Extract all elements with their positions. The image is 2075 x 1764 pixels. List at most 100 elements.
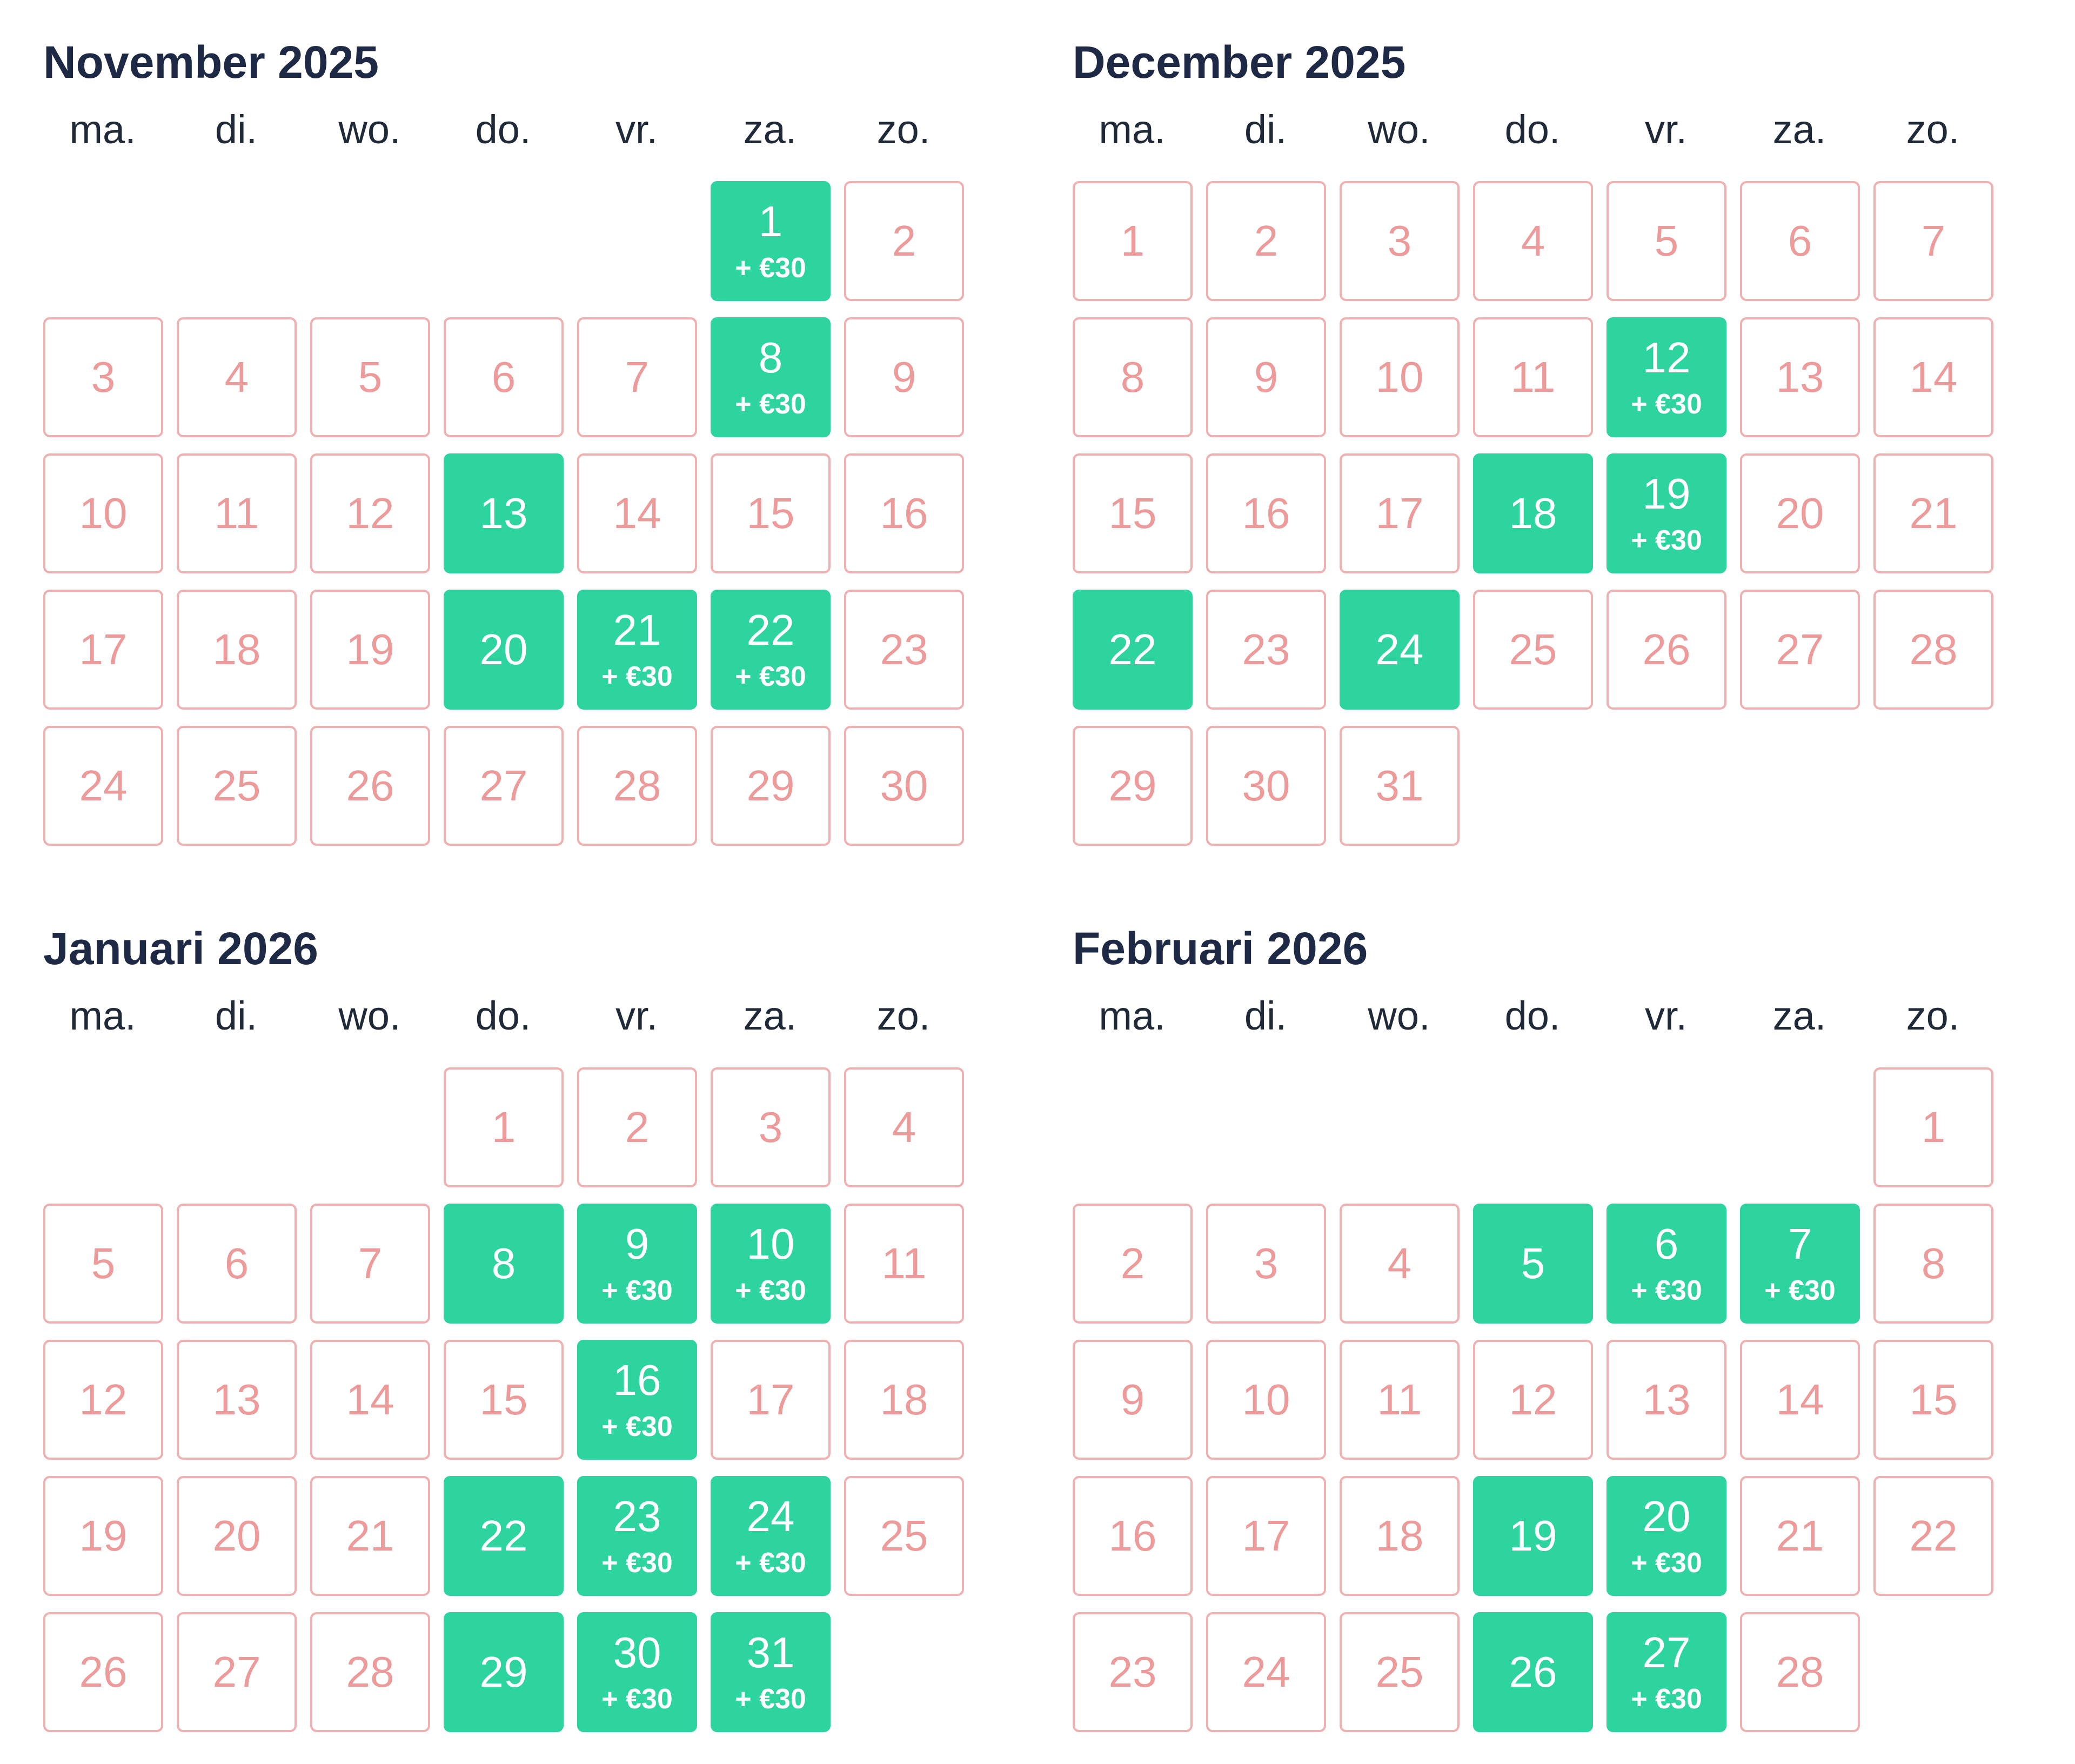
day-unavailable-20[interactable]: 20	[177, 1476, 297, 1596]
day-unavailable-7[interactable]: 7	[577, 317, 697, 437]
day-unavailable-4[interactable]: 4	[1473, 181, 1593, 301]
day-unavailable-30[interactable]: 30	[844, 726, 964, 846]
day-unavailable-23[interactable]: 23	[844, 590, 964, 710]
day-unavailable-28[interactable]: 28	[1873, 590, 1993, 710]
day-unavailable-14[interactable]: 14	[1740, 1340, 1860, 1460]
day-available-13[interactable]: 13	[444, 453, 564, 573]
day-unavailable-11[interactable]: 11	[177, 453, 297, 573]
day-available-16[interactable]: 16 + €30	[577, 1340, 697, 1460]
day-unavailable-6[interactable]: 6	[1740, 181, 1860, 301]
day-unavailable-17[interactable]: 17	[43, 590, 163, 710]
day-unavailable-9[interactable]: 9	[844, 317, 964, 437]
day-unavailable-19[interactable]: 19	[43, 1476, 163, 1596]
day-unavailable-28[interactable]: 28	[310, 1612, 430, 1732]
day-unavailable-26[interactable]: 26	[1607, 590, 1726, 710]
day-unavailable-10[interactable]: 10	[1206, 1340, 1326, 1460]
day-unavailable-25[interactable]: 25	[1340, 1612, 1460, 1732]
day-unavailable-9[interactable]: 9	[1073, 1340, 1193, 1460]
day-unavailable-8[interactable]: 8	[1073, 317, 1193, 437]
day-unavailable-19[interactable]: 19	[310, 590, 430, 710]
day-unavailable-1[interactable]: 1	[444, 1067, 564, 1187]
day-available-1[interactable]: 1 + €30	[711, 181, 831, 301]
day-unavailable-5[interactable]: 5	[43, 1204, 163, 1324]
day-available-22[interactable]: 22 + €30	[711, 590, 831, 710]
day-unavailable-1[interactable]: 1	[1073, 181, 1193, 301]
day-unavailable-25[interactable]: 25	[177, 726, 297, 846]
day-unavailable-3[interactable]: 3	[711, 1067, 831, 1187]
day-unavailable-31[interactable]: 31	[1340, 726, 1460, 846]
day-unavailable-3[interactable]: 3	[43, 317, 163, 437]
day-unavailable-13[interactable]: 13	[1740, 317, 1860, 437]
day-available-6[interactable]: 6 + €30	[1607, 1204, 1726, 1324]
day-available-24[interactable]: 24	[1340, 590, 1460, 710]
day-unavailable-18[interactable]: 18	[177, 590, 297, 710]
day-unavailable-18[interactable]: 18	[844, 1340, 964, 1460]
day-unavailable-11[interactable]: 11	[1340, 1340, 1460, 1460]
day-unavailable-2[interactable]: 2	[577, 1067, 697, 1187]
day-available-10[interactable]: 10 + €30	[711, 1204, 831, 1324]
day-unavailable-9[interactable]: 9	[1206, 317, 1326, 437]
day-unavailable-15[interactable]: 15	[444, 1340, 564, 1460]
day-unavailable-15[interactable]: 15	[1073, 453, 1193, 573]
day-available-7[interactable]: 7 + €30	[1740, 1204, 1860, 1324]
day-unavailable-5[interactable]: 5	[1607, 181, 1726, 301]
day-available-31[interactable]: 31 + €30	[711, 1612, 831, 1732]
day-unavailable-10[interactable]: 10	[43, 453, 163, 573]
day-unavailable-26[interactable]: 26	[43, 1612, 163, 1732]
day-unavailable-6[interactable]: 6	[177, 1204, 297, 1324]
day-available-20[interactable]: 20	[444, 590, 564, 710]
day-unavailable-15[interactable]: 15	[711, 453, 831, 573]
day-unavailable-12[interactable]: 12	[310, 453, 430, 573]
day-unavailable-13[interactable]: 13	[177, 1340, 297, 1460]
day-available-19[interactable]: 19	[1473, 1476, 1593, 1596]
day-unavailable-4[interactable]: 4	[844, 1067, 964, 1187]
day-available-22[interactable]: 22	[444, 1476, 564, 1596]
day-unavailable-11[interactable]: 11	[844, 1204, 964, 1324]
day-unavailable-2[interactable]: 2	[1073, 1204, 1193, 1324]
day-available-26[interactable]: 26	[1473, 1612, 1593, 1732]
day-unavailable-12[interactable]: 12	[43, 1340, 163, 1460]
day-available-12[interactable]: 12 + €30	[1607, 317, 1726, 437]
day-unavailable-21[interactable]: 21	[310, 1476, 430, 1596]
day-unavailable-29[interactable]: 29	[711, 726, 831, 846]
day-unavailable-21[interactable]: 21	[1873, 453, 1993, 573]
day-unavailable-14[interactable]: 14	[1873, 317, 1993, 437]
day-unavailable-18[interactable]: 18	[1340, 1476, 1460, 1596]
day-unavailable-16[interactable]: 16	[844, 453, 964, 573]
day-unavailable-13[interactable]: 13	[1607, 1340, 1726, 1460]
day-available-29[interactable]: 29	[444, 1612, 564, 1732]
day-unavailable-17[interactable]: 17	[1340, 453, 1460, 573]
day-available-20[interactable]: 20 + €30	[1607, 1476, 1726, 1596]
day-unavailable-14[interactable]: 14	[577, 453, 697, 573]
day-unavailable-17[interactable]: 17	[1206, 1476, 1326, 1596]
day-unavailable-24[interactable]: 24	[1206, 1612, 1326, 1732]
day-unavailable-11[interactable]: 11	[1473, 317, 1593, 437]
day-unavailable-7[interactable]: 7	[310, 1204, 430, 1324]
day-unavailable-25[interactable]: 25	[1473, 590, 1593, 710]
day-unavailable-27[interactable]: 27	[1740, 590, 1860, 710]
day-unavailable-2[interactable]: 2	[844, 181, 964, 301]
day-unavailable-5[interactable]: 5	[310, 317, 430, 437]
day-unavailable-3[interactable]: 3	[1340, 181, 1460, 301]
day-unavailable-22[interactable]: 22	[1873, 1476, 1993, 1596]
day-unavailable-8[interactable]: 8	[1873, 1204, 1993, 1324]
day-unavailable-29[interactable]: 29	[1073, 726, 1193, 846]
day-available-8[interactable]: 8	[444, 1204, 564, 1324]
day-unavailable-27[interactable]: 27	[177, 1612, 297, 1732]
day-available-23[interactable]: 23 + €30	[577, 1476, 697, 1596]
day-available-5[interactable]: 5	[1473, 1204, 1593, 1324]
day-unavailable-3[interactable]: 3	[1206, 1204, 1326, 1324]
day-unavailable-21[interactable]: 21	[1740, 1476, 1860, 1596]
day-unavailable-27[interactable]: 27	[444, 726, 564, 846]
day-unavailable-1[interactable]: 1	[1873, 1067, 1993, 1187]
day-unavailable-10[interactable]: 10	[1340, 317, 1460, 437]
day-unavailable-23[interactable]: 23	[1073, 1612, 1193, 1732]
day-unavailable-4[interactable]: 4	[177, 317, 297, 437]
day-unavailable-15[interactable]: 15	[1873, 1340, 1993, 1460]
day-unavailable-4[interactable]: 4	[1340, 1204, 1460, 1324]
day-available-19[interactable]: 19 + €30	[1607, 453, 1726, 573]
day-unavailable-30[interactable]: 30	[1206, 726, 1326, 846]
day-unavailable-20[interactable]: 20	[1740, 453, 1860, 573]
day-unavailable-28[interactable]: 28	[577, 726, 697, 846]
day-unavailable-24[interactable]: 24	[43, 726, 163, 846]
